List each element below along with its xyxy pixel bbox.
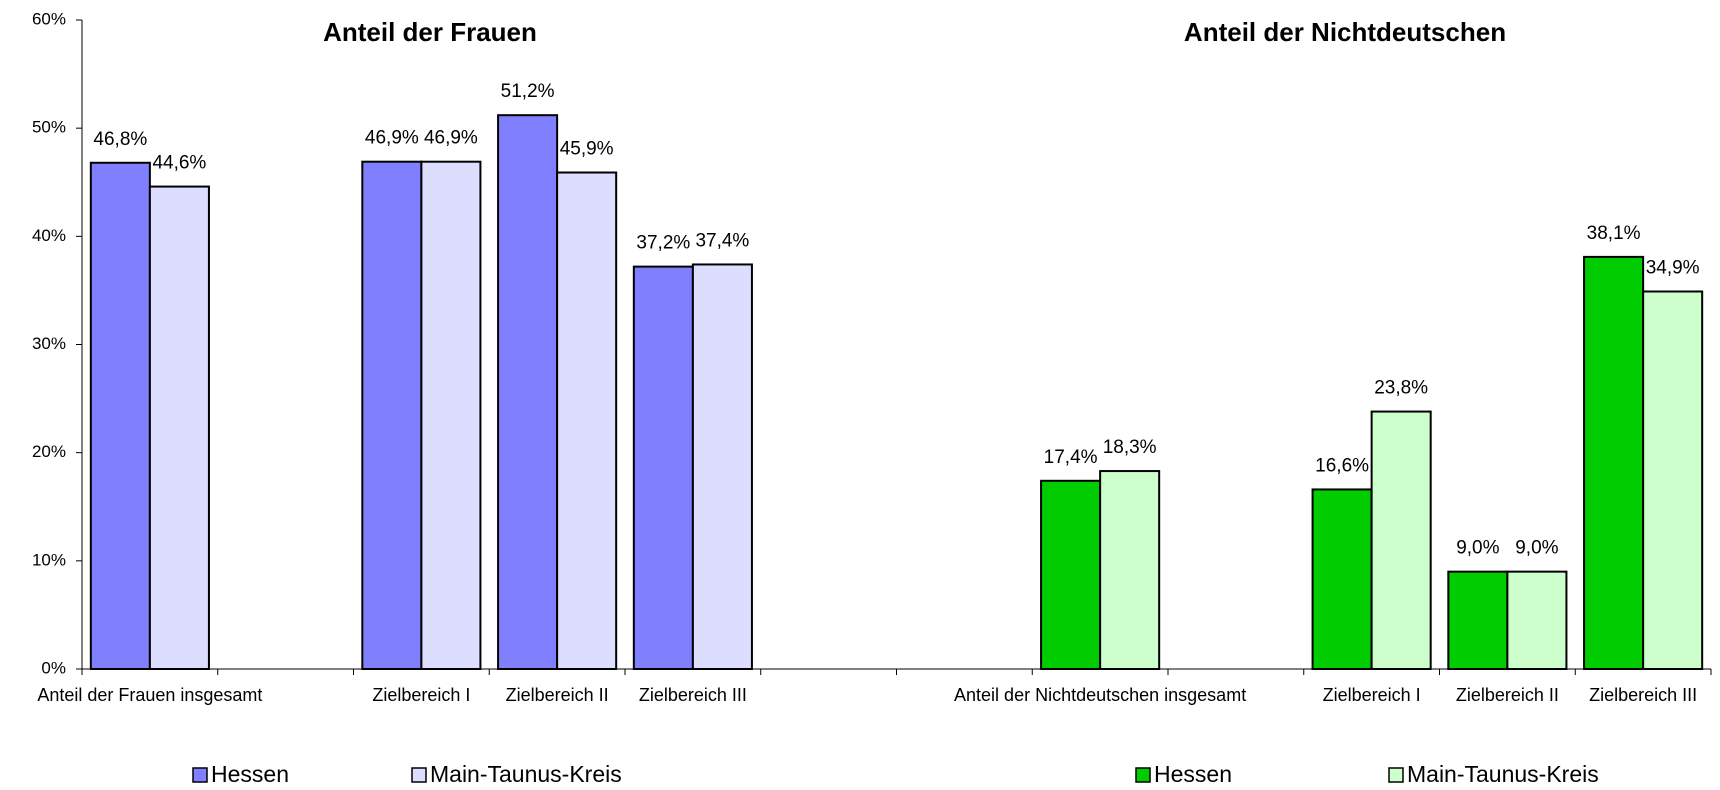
x-tick-label: Zielbereich II (506, 685, 609, 705)
value-label: 46,8% (93, 129, 147, 150)
y-tick-label: 50% (32, 118, 66, 137)
value-label: 44,6% (152, 153, 206, 174)
bar (632, 265, 694, 670)
bar (89, 161, 151, 670)
value-label: 45,9% (560, 139, 614, 160)
y-tick-label: 30% (32, 334, 66, 353)
bar (420, 160, 482, 670)
legend-label: Hessen (1154, 761, 1232, 787)
value-label: 23,8% (1374, 378, 1428, 399)
bar (1311, 488, 1373, 670)
x-tick-label: Zielbereich I (372, 685, 470, 705)
bar (1040, 479, 1102, 671)
bar (1099, 470, 1161, 670)
legend-swatch (1135, 767, 1151, 783)
y-tick-label: 60% (32, 9, 66, 28)
bar (1642, 290, 1704, 670)
value-label: 38,1% (1587, 223, 1641, 244)
chart-title: Anteil der Nichtdeutschen (1184, 17, 1506, 47)
bar (1583, 255, 1645, 670)
y-tick-label: 10% (32, 550, 66, 569)
bar (361, 160, 423, 670)
y-tick-label: 20% (32, 442, 66, 461)
x-tick-label: Zielbereich III (1589, 685, 1697, 705)
value-label: 37,2% (636, 233, 690, 254)
value-label: 16,6% (1315, 455, 1369, 476)
value-label: 9,0% (1456, 538, 1499, 559)
bar (1370, 410, 1432, 670)
x-tick-label: Anteil der Frauen insgesamt (37, 685, 262, 705)
legend-swatch (192, 767, 208, 783)
y-tick-label: 40% (32, 226, 66, 245)
value-label: 9,0% (1515, 538, 1558, 559)
value-label: 46,9% (365, 128, 419, 149)
value-label: 51,2% (501, 81, 555, 102)
bar (148, 185, 210, 670)
x-tick-label: Zielbereich I (1323, 685, 1421, 705)
x-tick-label: Anteil der Nichtdeutschen insgesamt (954, 685, 1246, 705)
value-label: 18,3% (1103, 437, 1157, 458)
legend-label: Hessen (211, 761, 289, 787)
legend-label: Main-Taunus-Kreis (1407, 761, 1599, 787)
value-label: 34,9% (1646, 258, 1700, 279)
bar (497, 114, 559, 671)
legend-swatch (411, 767, 427, 783)
value-label: 17,4% (1044, 447, 1098, 468)
bar (1506, 570, 1568, 671)
legend-swatch (1388, 767, 1404, 783)
value-label: 37,4% (695, 230, 749, 251)
y-tick-label: 0% (41, 658, 66, 677)
bar (691, 263, 753, 670)
bar (556, 171, 618, 670)
bar (1447, 570, 1509, 671)
x-tick-label: Zielbereich II (1456, 685, 1559, 705)
value-label: 46,9% (424, 128, 478, 149)
x-tick-label: Zielbereich III (639, 685, 747, 705)
legend-label: Main-Taunus-Kreis (430, 761, 622, 787)
chart-title: Anteil der Frauen (323, 17, 537, 47)
